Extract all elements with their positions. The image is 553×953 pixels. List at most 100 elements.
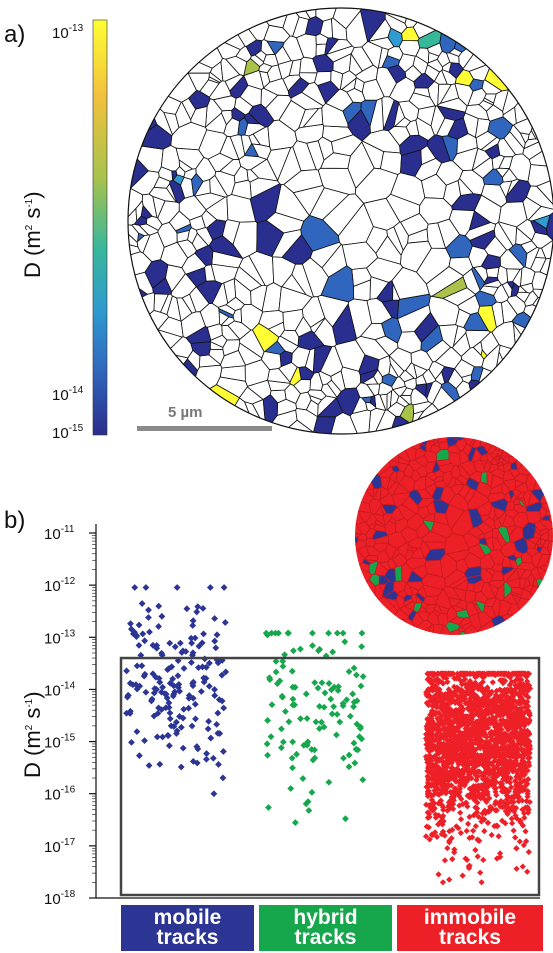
data-point-2 — [500, 776, 507, 783]
data-point-2 — [462, 855, 469, 862]
data-point-2 — [500, 742, 507, 749]
data-point-2 — [425, 686, 432, 693]
voronoi-cell — [260, 39, 276, 56]
data-point-2 — [441, 832, 448, 839]
data-point-2 — [488, 716, 495, 724]
data-point-2 — [438, 699, 446, 706]
data-point-1 — [321, 689, 329, 697]
voronoi-cell — [499, 180, 513, 199]
data-point-2 — [436, 800, 444, 807]
data-point-2 — [481, 732, 488, 739]
data-point-2 — [474, 836, 481, 843]
voronoi-cell — [525, 185, 553, 211]
data-point-2 — [434, 785, 442, 792]
data-point-2 — [475, 755, 482, 763]
voronoi-cell — [390, 437, 421, 450]
data-point-2 — [464, 670, 471, 677]
data-point-0 — [200, 674, 208, 682]
voronoi-cell — [438, 441, 449, 451]
voronoi-cell — [534, 525, 542, 538]
data-point-2 — [522, 686, 529, 693]
data-point-2 — [526, 731, 533, 738]
voronoi-cell — [453, 8, 522, 53]
data-point-2 — [518, 696, 525, 703]
data-point-2 — [493, 702, 500, 709]
voronoi-cell — [410, 349, 434, 371]
data-point-2 — [497, 767, 504, 774]
data-point-0 — [149, 641, 157, 649]
data-point-2 — [427, 723, 434, 730]
data-point-2 — [424, 767, 431, 775]
data-point-2 — [475, 813, 482, 821]
data-point-2 — [452, 687, 459, 695]
data-point-2 — [498, 780, 506, 787]
data-point-2 — [491, 736, 499, 743]
voronoi-cell — [447, 597, 462, 608]
data-point-2 — [511, 716, 519, 723]
data-point-2 — [437, 718, 444, 725]
data-point-2 — [470, 690, 477, 697]
data-point-2 — [492, 788, 499, 795]
data-point-1 — [351, 759, 359, 767]
voronoi-cell — [484, 143, 501, 160]
data-point-2 — [515, 714, 522, 721]
voronoi-cell — [383, 99, 400, 132]
data-point-2 — [475, 712, 482, 719]
data-point-1 — [309, 629, 316, 637]
data-point-2 — [444, 678, 451, 686]
data-point-2 — [439, 879, 447, 886]
voronoi-cell — [488, 437, 499, 447]
voronoi-cell — [224, 74, 245, 92]
data-point-1 — [297, 715, 304, 723]
data-point-1 — [288, 667, 296, 675]
data-point-1 — [330, 683, 338, 691]
voronoi-cell — [355, 335, 390, 361]
voronoi-cell — [459, 460, 477, 477]
data-point-0 — [140, 672, 148, 680]
voronoi-cell — [439, 8, 468, 54]
data-point-0 — [127, 625, 135, 633]
data-point-1 — [316, 702, 323, 710]
colorbar-tick-top: 10-13 — [52, 23, 84, 42]
voronoi-cell — [454, 82, 474, 107]
data-point-2 — [438, 819, 445, 827]
data-point-2 — [441, 718, 448, 725]
data-point-0 — [127, 620, 134, 627]
data-point-2 — [486, 795, 493, 802]
voronoi-cell — [379, 486, 390, 501]
voronoi-cell — [464, 589, 477, 604]
data-point-0 — [123, 667, 130, 675]
voronoi-cell — [444, 437, 467, 441]
voronoi-cell — [488, 549, 505, 566]
voronoi-cell — [191, 232, 209, 252]
data-point-1 — [263, 740, 271, 748]
data-point-1 — [329, 648, 337, 656]
data-point-2 — [484, 700, 491, 707]
data-point-0 — [167, 722, 175, 730]
data-point-2 — [432, 829, 439, 836]
data-point-2 — [504, 810, 511, 818]
data-point-2 — [440, 730, 448, 738]
data-point-2 — [502, 696, 510, 703]
data-point-2 — [464, 741, 471, 748]
data-point-2 — [509, 768, 517, 775]
voronoi-cell — [375, 519, 386, 528]
data-point-2 — [485, 808, 493, 815]
data-point-0 — [172, 718, 180, 726]
data-point-0 — [193, 759, 201, 767]
data-point-0 — [207, 734, 215, 742]
voronoi-cell — [215, 376, 248, 399]
data-point-2 — [519, 822, 527, 829]
data-point-2 — [455, 685, 462, 692]
data-point-0 — [131, 584, 139, 591]
data-point-2 — [478, 687, 485, 694]
data-point-2 — [428, 685, 435, 692]
data-point-2 — [487, 760, 494, 767]
data-point-0 — [129, 630, 137, 638]
data-point-0 — [192, 715, 199, 723]
data-point-2 — [509, 693, 516, 700]
data-point-0 — [176, 713, 183, 720]
data-point-2 — [422, 833, 430, 840]
data-point-0 — [146, 628, 153, 636]
data-point-1 — [289, 764, 296, 772]
